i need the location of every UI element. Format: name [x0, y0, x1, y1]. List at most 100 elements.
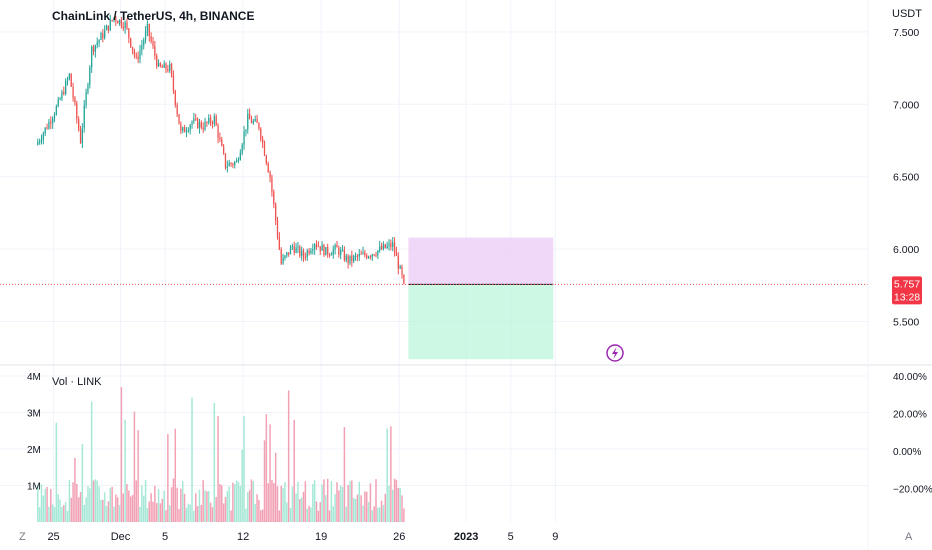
volume-bar[interactable] — [193, 510, 195, 522]
candle-body[interactable] — [397, 255, 399, 269]
candle-body[interactable] — [55, 106, 58, 115]
volume-bar[interactable] — [351, 480, 353, 522]
candle-body[interactable] — [183, 127, 186, 133]
candle-body[interactable] — [94, 45, 97, 52]
candle-body[interactable] — [349, 255, 351, 264]
candle-body[interactable] — [91, 46, 93, 68]
candle-body[interactable] — [379, 246, 381, 251]
volume-bar[interactable] — [247, 492, 249, 522]
candle-body[interactable] — [364, 252, 366, 256]
candle-body[interactable] — [347, 255, 349, 264]
candle-body[interactable] — [224, 153, 227, 168]
time-axis[interactable]: 25 Dec 5 12 19 26 2023 5 9 — [47, 531, 558, 543]
volume-bar[interactable] — [94, 479, 97, 522]
candle-body[interactable] — [128, 28, 130, 39]
volume-bar[interactable] — [55, 422, 58, 522]
volume-bar[interactable] — [159, 503, 162, 522]
candle-body[interactable] — [217, 125, 219, 138]
candle-body[interactable] — [185, 131, 188, 133]
candle-body[interactable] — [40, 139, 43, 142]
volume-bar[interactable] — [89, 488, 91, 522]
candle-body[interactable] — [135, 55, 137, 57]
candle-body[interactable] — [291, 246, 294, 248]
volume-bar[interactable] — [215, 496, 217, 522]
volume-bar[interactable] — [176, 487, 178, 522]
volume-bar[interactable] — [79, 492, 82, 522]
candle-body[interactable] — [258, 122, 260, 129]
volume-bar[interactable] — [239, 485, 242, 522]
candle-body[interactable] — [150, 36, 152, 42]
candle-body[interactable] — [261, 138, 264, 143]
candle-body[interactable] — [308, 250, 310, 254]
candle-body[interactable] — [371, 254, 373, 257]
candle-body[interactable] — [222, 145, 225, 154]
candle-body[interactable] — [72, 86, 74, 98]
candle-body[interactable] — [260, 128, 262, 139]
price-axis[interactable]: 7.500 7.000 6.500 6.000 5.500 — [893, 27, 919, 329]
candle-body[interactable] — [269, 172, 271, 178]
volume-bar[interactable] — [367, 502, 370, 522]
volume-bar[interactable] — [317, 510, 320, 522]
candle-body[interactable] — [241, 144, 243, 153]
candle-body[interactable] — [358, 253, 360, 257]
volume-bar[interactable] — [59, 499, 61, 522]
candle-body[interactable] — [390, 243, 392, 247]
volume-bar[interactable] — [42, 495, 45, 522]
volume-bar[interactable] — [299, 499, 301, 522]
volume-bar[interactable] — [72, 482, 74, 522]
volume-bar[interactable] — [399, 488, 401, 522]
volume-bar[interactable] — [154, 485, 156, 522]
volume-bar[interactable] — [401, 495, 403, 522]
candle-body[interactable] — [209, 117, 212, 123]
volume-bar[interactable] — [118, 505, 121, 522]
candle-body[interactable] — [332, 249, 334, 255]
candle-body[interactable] — [338, 247, 340, 255]
volume-bar[interactable] — [287, 390, 290, 522]
volume-bar[interactable] — [115, 494, 117, 522]
volume-bar[interactable] — [380, 500, 383, 522]
candle-body[interactable] — [282, 257, 284, 264]
volume-bar[interactable] — [256, 494, 258, 522]
volume-bar[interactable] — [90, 401, 93, 522]
candle-body[interactable] — [334, 245, 336, 250]
volume-bar[interactable] — [304, 481, 307, 522]
candle-body[interactable] — [193, 118, 195, 122]
volume-bar[interactable] — [347, 484, 349, 522]
volume-bar[interactable] — [200, 504, 203, 522]
volume-bar[interactable] — [390, 426, 392, 522]
volume-bar[interactable] — [371, 510, 374, 522]
candle-body[interactable] — [310, 250, 312, 254]
volume-bar[interactable] — [330, 481, 333, 522]
volume-bar[interactable] — [77, 497, 80, 522]
volume-bar[interactable] — [313, 480, 316, 522]
volume-bar[interactable] — [310, 507, 312, 522]
candle-body[interactable] — [74, 97, 76, 104]
volume-bar[interactable] — [252, 481, 255, 522]
volume-bar[interactable] — [395, 479, 398, 522]
volume-bar[interactable] — [274, 452, 277, 522]
candle-body[interactable] — [345, 255, 347, 261]
volume-bar[interactable] — [102, 499, 104, 522]
candle-body[interactable] — [66, 79, 69, 82]
candle-body[interactable] — [167, 69, 169, 71]
percent-axis[interactable]: 40.00% 20.00% 0.00% −20.00% — [893, 372, 932, 496]
candle-body[interactable] — [375, 255, 377, 257]
candle-body[interactable] — [301, 250, 303, 256]
volume-bar[interactable] — [334, 494, 336, 522]
candle-body[interactable] — [163, 63, 165, 68]
candle-body[interactable] — [284, 255, 286, 258]
candle-body[interactable] — [144, 31, 147, 41]
volume-bar[interactable] — [37, 484, 39, 522]
volume-bar[interactable] — [391, 489, 394, 522]
candle-body[interactable] — [165, 63, 167, 70]
candle-body[interactable] — [120, 19, 123, 27]
volume-bar[interactable] — [300, 497, 303, 522]
volume-bar[interactable] — [326, 478, 329, 522]
candle-body[interactable] — [232, 164, 234, 166]
candle-body[interactable] — [354, 255, 357, 257]
volume-bar[interactable] — [354, 499, 357, 522]
candle-body[interactable] — [377, 250, 379, 256]
volume-bar[interactable] — [325, 495, 327, 522]
candle-body[interactable] — [118, 19, 121, 24]
candle-body[interactable] — [81, 127, 84, 144]
